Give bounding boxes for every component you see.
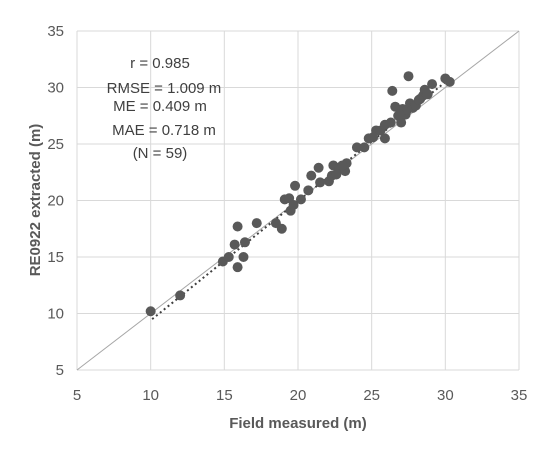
data-point xyxy=(394,109,405,120)
data-point xyxy=(306,170,317,181)
data-point xyxy=(175,290,186,301)
data-point xyxy=(331,169,342,180)
stat-me: ME = 0.409 m xyxy=(113,98,207,115)
data-point xyxy=(295,194,306,205)
x-tick-label: 25 xyxy=(363,387,380,404)
data-point xyxy=(276,223,287,234)
data-point xyxy=(444,76,455,87)
y-tick-label: 15 xyxy=(47,249,64,266)
data-point xyxy=(303,185,314,196)
y-tick-label: 35 xyxy=(47,23,64,40)
data-point xyxy=(427,79,438,90)
data-point xyxy=(223,252,234,262)
data-point xyxy=(239,237,250,248)
data-point xyxy=(313,162,324,173)
data-point xyxy=(238,252,249,262)
y-tick-label: 20 xyxy=(47,193,64,210)
data-point xyxy=(290,180,301,191)
data-point xyxy=(396,117,407,128)
y-tick-labels: 5 10 15 20 25 30 35 xyxy=(47,23,64,379)
data-point xyxy=(403,71,414,82)
x-axis-title: Field measured (m) xyxy=(229,415,367,432)
data-point xyxy=(315,177,326,188)
x-tick-label: 10 xyxy=(142,387,159,404)
data-point xyxy=(387,85,398,96)
stat-rmse: RMSE = 1.009 m xyxy=(107,80,222,97)
data-point xyxy=(368,132,379,143)
y-tick-label: 25 xyxy=(47,136,64,153)
x-tick-label: 20 xyxy=(290,387,307,404)
data-point xyxy=(413,94,424,105)
data-point xyxy=(351,142,362,153)
y-tick-label: 30 xyxy=(47,80,64,97)
data-point xyxy=(232,221,243,232)
data-point xyxy=(251,218,262,229)
data-point xyxy=(229,239,240,250)
x-tick-labels: 5 10 15 20 25 30 35 xyxy=(73,387,528,404)
data-point xyxy=(359,142,370,153)
x-tick-label: 15 xyxy=(216,387,233,404)
data-point xyxy=(145,306,156,317)
data-point xyxy=(379,133,390,144)
stat-n: (N = 59) xyxy=(133,145,188,162)
data-point xyxy=(232,262,243,273)
x-tick-label: 5 xyxy=(73,387,81,404)
data-point xyxy=(288,200,299,211)
stat-r: r = 0.985 xyxy=(130,55,190,72)
y-tick-label: 5 xyxy=(56,362,64,379)
y-tick-label: 10 xyxy=(47,306,64,323)
stat-mae: MAE = 0.718 m xyxy=(112,122,216,139)
x-tick-label: 30 xyxy=(437,387,454,404)
data-points xyxy=(145,71,455,317)
data-point xyxy=(337,160,348,171)
y-axis-title: RE0922 extracted (m) xyxy=(27,124,44,277)
data-point xyxy=(422,89,433,100)
x-tick-label: 35 xyxy=(511,387,528,404)
data-point xyxy=(385,117,396,128)
stats-box: r = 0.985 RMSE = 1.009 m ME = 0.409 m MA… xyxy=(107,55,222,162)
